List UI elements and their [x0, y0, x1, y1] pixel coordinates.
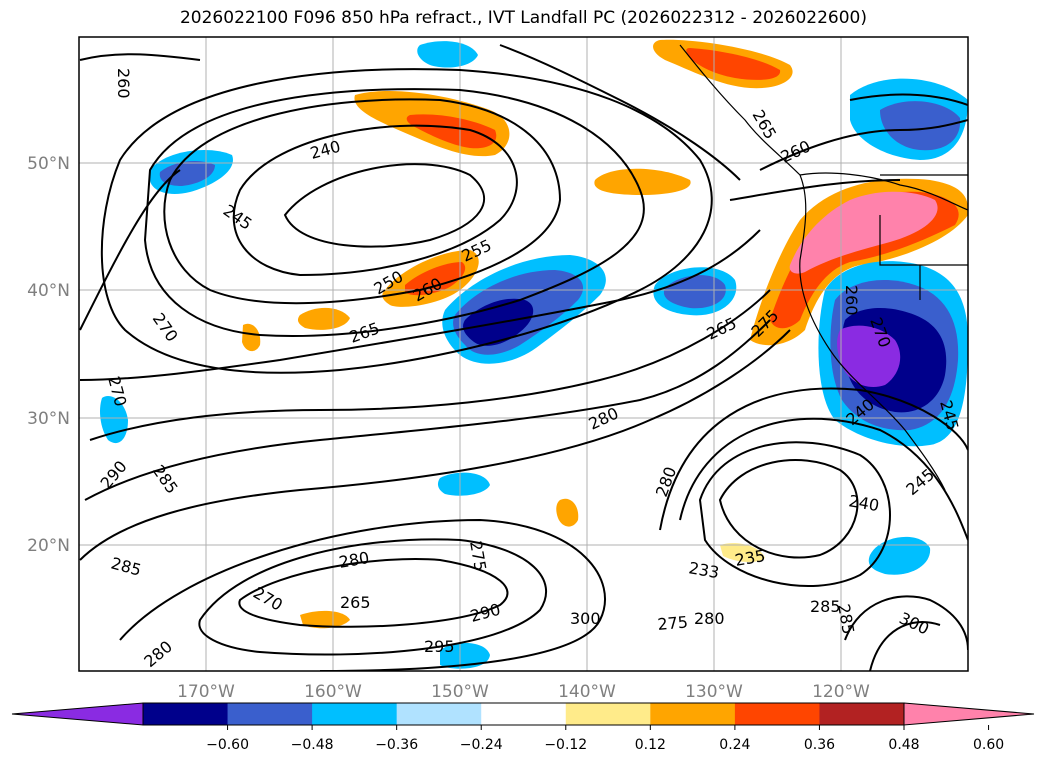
colorbar-cell [734, 703, 820, 725]
lon-label-130w: 130°W [685, 682, 743, 702]
contour-lines [79, 44, 968, 671]
colorbar-extend-high [903, 702, 1035, 726]
contour-label: 280 [694, 609, 725, 628]
positive-anomaly-small-11 [556, 498, 579, 527]
contour-label: 300 [570, 609, 601, 628]
colorbar-ticks: −0.60 −0.48 −0.36 −0.24 −0.12 0.12 0.24 0.36 0.4… [206, 725, 1004, 753]
colorbar-cell [819, 703, 905, 725]
colorbar-cell [312, 703, 398, 725]
positive-anomaly-north-1-red [406, 114, 497, 149]
colorbar-tick-label: 0.36 [804, 737, 835, 753]
coastlines [679, 44, 968, 491]
lon-label-160w: 160°W [304, 682, 362, 702]
lon-label-140w: 140°W [558, 682, 616, 702]
positive-anomaly-small-2 [594, 168, 691, 195]
map-content [79, 37, 968, 671]
negative-anomaly-small-9 [440, 643, 490, 669]
lat-label-50n: 50°N [27, 154, 70, 174]
colorbar-cell [565, 703, 651, 725]
chart-title: 2026022100 F096 850 hPa refract., IVT La… [179, 8, 867, 28]
positive-anomaly-gulf-alaska-red [686, 48, 781, 80]
colorbar-frame [142, 702, 905, 726]
lat-label-20n: 20°N [27, 536, 70, 556]
positive-anomaly-small-12 [300, 610, 350, 629]
colorbar-tick-label: −0.60 [206, 737, 249, 753]
colorbar-cell [227, 703, 313, 725]
positive-anomaly-mid-1-red [405, 262, 466, 296]
lon-label-120w: 120°W [812, 682, 870, 702]
contour-label: 275 [657, 612, 689, 634]
colorbar-tick-label: 0.48 [888, 737, 919, 753]
contour-label: 265 [340, 593, 371, 612]
colorbar-cell [396, 703, 482, 725]
lat-label-30n: 30°N [27, 409, 70, 429]
colorbar-cell [481, 703, 567, 725]
colorbar-tick-label: −0.48 [291, 737, 334, 753]
colorbar-tick-label: 0.12 [635, 737, 666, 753]
lat-label-40n: 40°N [27, 281, 70, 301]
negative-anomaly-small-4-blue [159, 160, 215, 186]
contour-label: 260 [114, 68, 133, 99]
negative-anomaly-small-10 [417, 41, 478, 68]
colorbar: −0.60 −0.48 −0.36 −0.24 −0.12 0.12 0.24 0.36 0.4… [11, 702, 1035, 753]
colorbar-tick-label: −0.24 [460, 737, 503, 753]
positive-anomaly-small-3 [297, 307, 350, 330]
positive-anomaly-small-13 [720, 543, 765, 563]
colorbar-cell [143, 703, 229, 725]
colorbar-tick-label: 0.60 [973, 737, 1004, 753]
contour-labels: 260 240 245 250 255 260 265 270 270 290 … [97, 68, 963, 671]
contour-label: 285 [810, 597, 841, 616]
colorbar-cells [143, 703, 905, 725]
colorbar-tick-label: −0.36 [375, 737, 418, 753]
anomaly-fields [100, 39, 968, 669]
positive-anomaly-west-coast-pink [789, 191, 938, 274]
positive-anomaly-small-14 [242, 323, 261, 352]
negative-anomaly-small-7 [437, 472, 490, 496]
colorbar-extend-low [11, 702, 144, 726]
lon-label-150w: 150°W [431, 682, 489, 702]
colorbar-cell [650, 703, 736, 725]
negative-anomaly-southwest-purple [837, 325, 901, 388]
colorbar-tick-label: −0.12 [544, 737, 587, 753]
contour-label: 260 [842, 285, 861, 316]
contour-label: 295 [424, 637, 455, 656]
colorbar-tick-label: 0.24 [719, 737, 750, 753]
lon-label-170w: 170°W [177, 682, 235, 702]
map-border [78, 36, 969, 672]
negative-anomaly-small-5-blue [880, 101, 961, 151]
